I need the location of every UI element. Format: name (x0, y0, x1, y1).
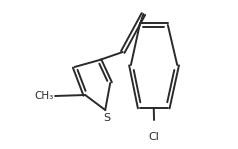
Text: CH₃: CH₃ (35, 91, 54, 101)
Text: Cl: Cl (149, 132, 159, 142)
Text: S: S (103, 113, 110, 123)
